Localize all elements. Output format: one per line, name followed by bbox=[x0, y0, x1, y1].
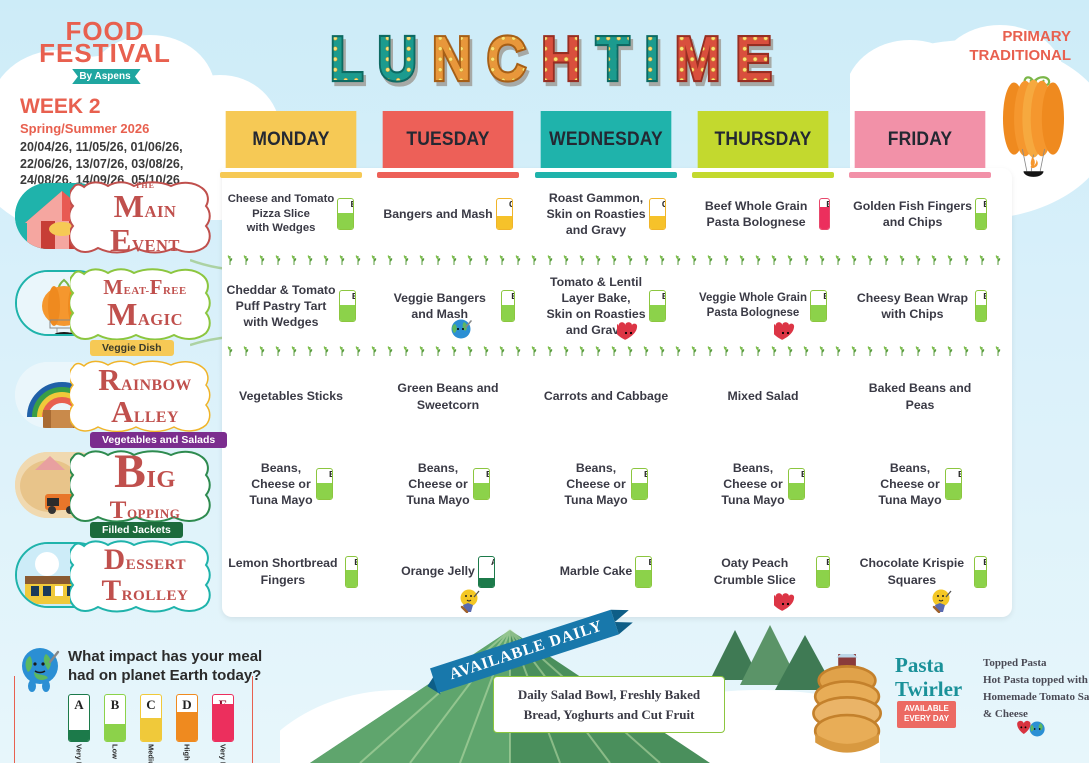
svg-text:L U N: L U N C H T I M E bbox=[330, 25, 772, 94]
